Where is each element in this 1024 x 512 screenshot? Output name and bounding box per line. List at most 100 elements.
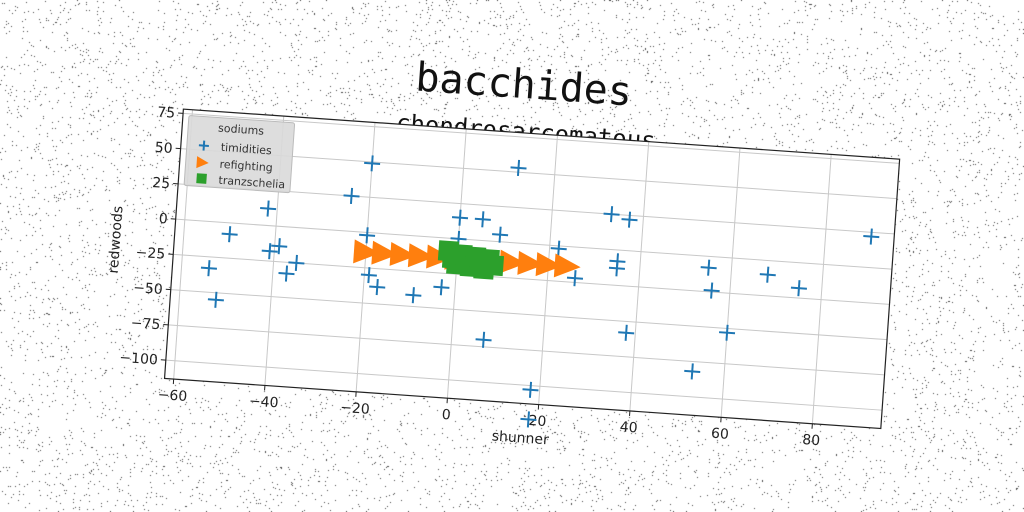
point-timidities [433,279,450,296]
point-timidities [288,254,305,272]
point-stroke [482,331,486,348]
y-gridline [170,289,888,341]
legend-label-timidities: timidities [220,141,272,158]
point-stroke [228,226,232,243]
point-stroke [268,243,272,260]
point-timidities [343,187,360,205]
point-stroke [375,278,379,296]
y-gridline [180,148,897,200]
y-tick-label: −50 [133,280,164,298]
point-timidities [863,228,880,245]
y-tick-label: 75 [157,105,176,122]
point-timidities [618,324,635,341]
point-stroke [725,324,729,341]
x-gridline [811,154,832,424]
point-stroke [411,287,415,304]
y-tick-label: −100 [119,350,158,369]
point-timidities [550,240,567,257]
point-stroke [526,411,530,428]
point-timidities [520,411,537,428]
y-gridline [178,183,895,235]
point-refighting [517,250,545,275]
point-timidities [603,206,620,223]
point-timidities [703,282,720,299]
point-timidities [359,227,376,244]
point-refighting [499,249,526,274]
point-timidities [260,200,277,217]
point-stroke [214,291,218,308]
legend-label-tranzschelia: tranzschelia [218,174,285,192]
point-timidities [718,324,736,341]
point-stroke [615,260,619,277]
legend-label-refighting: refighting [219,158,273,175]
point-timidities [522,381,539,398]
point-stroke [481,211,485,228]
point-timidities [475,331,492,348]
point-stroke [284,265,289,282]
point-timidities [221,226,238,243]
point-timidities [200,260,217,277]
point-timidities [451,209,469,226]
point-stroke [869,228,873,245]
point-stroke [797,280,801,297]
point-stroke [294,254,298,272]
y-tick-label: −75 [130,315,161,333]
y-gridline [165,359,883,411]
legend: sodiums timidities refighting tranzschel… [183,115,296,194]
point-timidities [405,287,422,304]
y-tick-label: −25 [135,245,166,263]
point-stroke [370,155,374,172]
point-stroke [498,226,502,243]
point-timidities [369,278,386,296]
point-timidities [474,211,491,228]
x-tick-label: 60 [710,426,729,443]
y-axis-label: redwoods [106,205,127,274]
x-gridline [720,147,741,418]
legend-marker-timidities [198,140,209,151]
point-timidities [790,280,807,297]
point-stroke [766,266,770,283]
point-timidities [360,267,377,284]
x-tick-label: −20 [340,400,371,418]
x-tick-label: 80 [802,432,821,449]
y-gridline [183,112,900,164]
point-timidities [566,270,584,287]
point-timidities [608,260,625,277]
point-refighting [407,243,435,268]
figure-suptitle: bacchides [414,54,633,115]
x-tick-label: 40 [619,419,638,436]
point-stroke [266,200,270,217]
point-stroke [207,260,211,277]
point-stroke [528,381,533,398]
point-refighting [353,239,380,264]
x-tick-label: 20 [528,413,547,430]
point-stroke [707,259,711,276]
data-marks [200,155,880,428]
point-stroke [624,324,628,341]
point-timidities [700,259,717,276]
x-axis-label: shunner [491,428,549,448]
point-timidities [364,155,381,172]
point-stroke [690,363,694,380]
y-tick-label: 50 [154,140,173,157]
point-timidities [492,226,509,243]
point-stroke [367,267,371,284]
point-refighting [389,241,417,266]
legend-marker-tranzschelia [196,173,207,184]
x-tick-label: −60 [157,387,188,405]
point-stroke [627,211,632,228]
point-stroke [516,159,521,177]
point-stroke [365,227,369,244]
x-tick-label: −40 [248,393,279,411]
y-ticks: 75 50 25 0 −25 −50 −75 −100 [119,105,184,369]
point-stroke [439,279,443,296]
y-gridline [175,218,892,270]
point-stroke [349,187,354,205]
point-timidities [684,363,701,380]
point-stroke [557,240,561,257]
point-stroke [458,209,462,226]
point-timidities [621,211,638,228]
legend-title: sodiums [218,122,265,138]
plot-frame [163,108,901,430]
